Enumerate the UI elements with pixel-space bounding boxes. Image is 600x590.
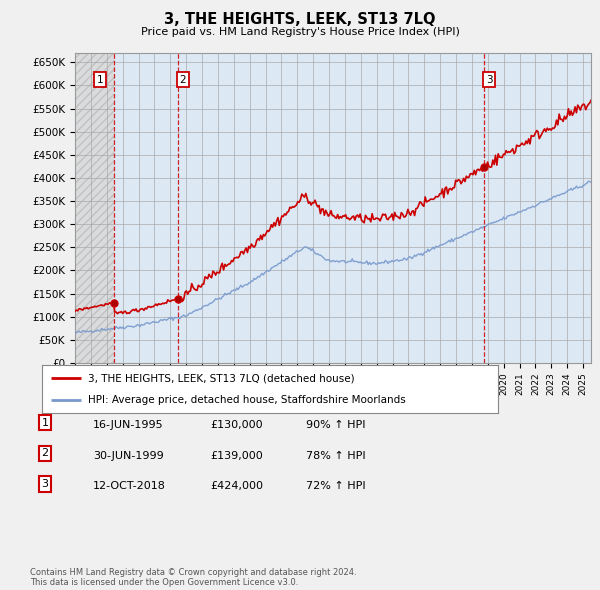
Text: £130,000: £130,000 bbox=[210, 420, 263, 430]
Text: £139,000: £139,000 bbox=[210, 451, 263, 461]
Text: 3, THE HEIGHTS, LEEK, ST13 7LQ: 3, THE HEIGHTS, LEEK, ST13 7LQ bbox=[164, 12, 436, 27]
Text: 2: 2 bbox=[41, 448, 49, 458]
Text: 2: 2 bbox=[179, 75, 186, 85]
Text: 78% ↑ HPI: 78% ↑ HPI bbox=[306, 451, 365, 461]
Text: 3: 3 bbox=[486, 75, 493, 85]
Text: 72% ↑ HPI: 72% ↑ HPI bbox=[306, 481, 365, 491]
Text: Contains HM Land Registry data © Crown copyright and database right 2024.
This d: Contains HM Land Registry data © Crown c… bbox=[30, 568, 356, 587]
Bar bbox=[75, 53, 114, 363]
Text: Price paid vs. HM Land Registry's House Price Index (HPI): Price paid vs. HM Land Registry's House … bbox=[140, 27, 460, 37]
Text: 12-OCT-2018: 12-OCT-2018 bbox=[93, 481, 166, 491]
Text: 1: 1 bbox=[41, 418, 49, 428]
Text: 3: 3 bbox=[41, 479, 49, 489]
Text: HPI: Average price, detached house, Staffordshire Moorlands: HPI: Average price, detached house, Staf… bbox=[88, 395, 406, 405]
Text: £424,000: £424,000 bbox=[210, 481, 263, 491]
Text: 90% ↑ HPI: 90% ↑ HPI bbox=[306, 420, 365, 430]
Text: 30-JUN-1999: 30-JUN-1999 bbox=[93, 451, 164, 461]
Text: 1: 1 bbox=[97, 75, 103, 85]
Text: 16-JUN-1995: 16-JUN-1995 bbox=[93, 420, 164, 430]
Text: 3, THE HEIGHTS, LEEK, ST13 7LQ (detached house): 3, THE HEIGHTS, LEEK, ST13 7LQ (detached… bbox=[88, 373, 354, 383]
